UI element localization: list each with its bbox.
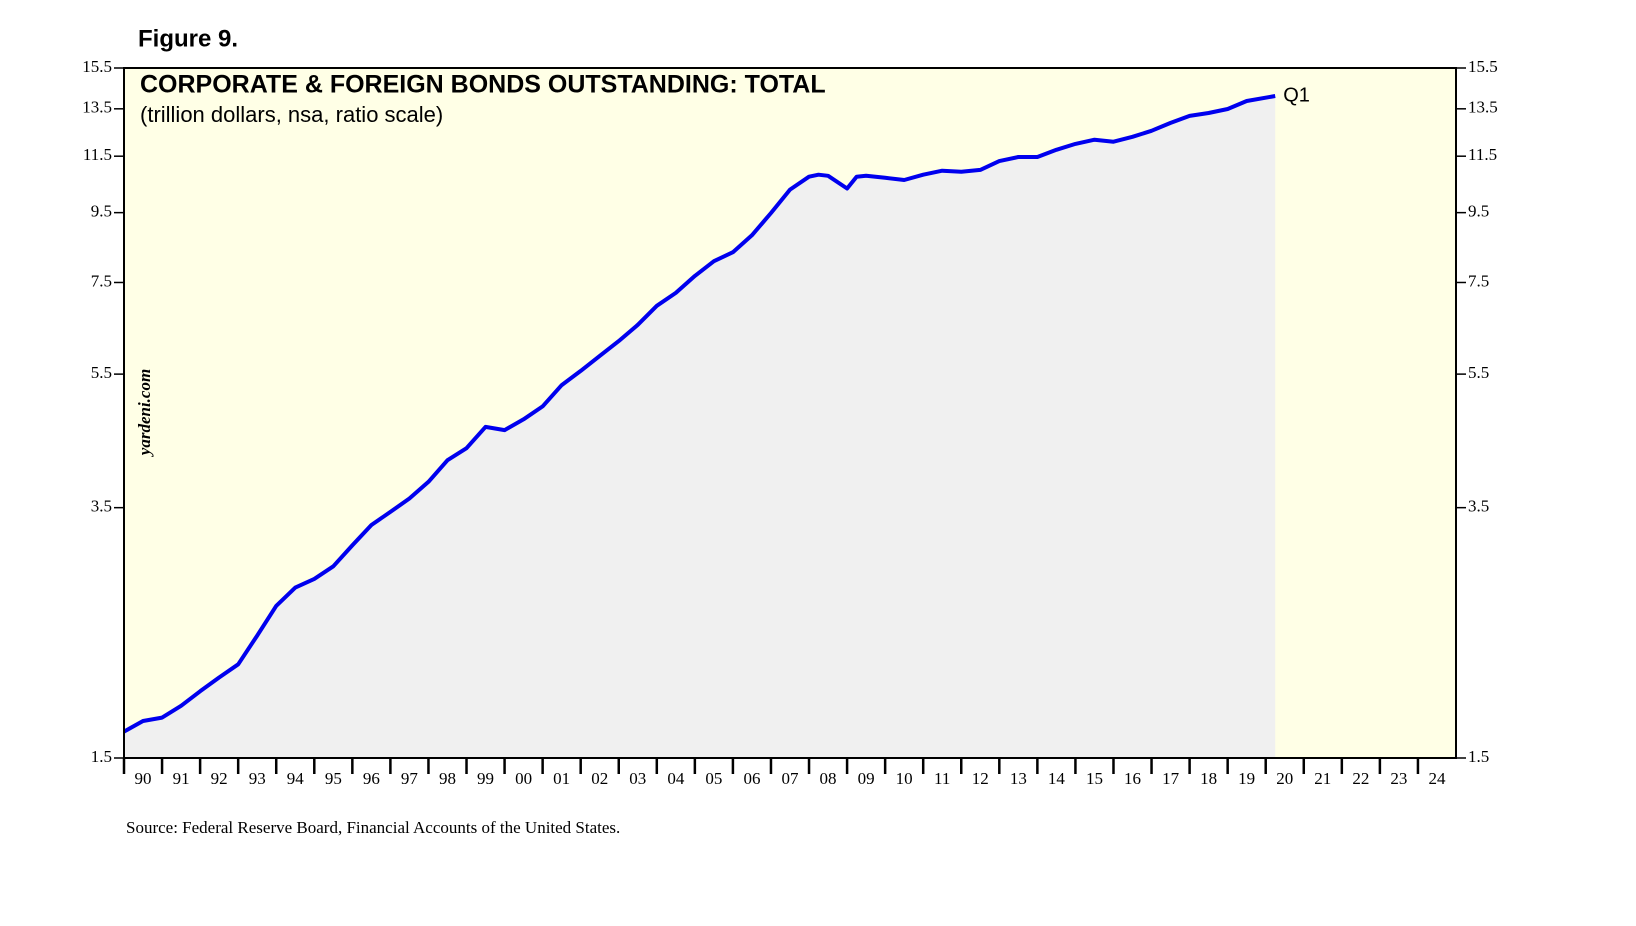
plot-frame <box>123 67 1457 759</box>
y-tick-label: 1.5 <box>91 747 112 766</box>
x-tick-label: 93 <box>249 769 266 788</box>
y2-tick-label: 3.5 <box>1468 497 1489 516</box>
x-tick-label: 22 <box>1352 769 1369 788</box>
x-tick-label: 14 <box>1048 769 1066 788</box>
area-fill <box>124 96 1276 758</box>
x-tick-label: 90 <box>135 769 152 788</box>
y-tick-label: 5.5 <box>91 363 112 382</box>
source-note: Source: Federal Reserve Board, Financial… <box>126 818 620 837</box>
x-tick-label: 10 <box>896 769 913 788</box>
x-tick-label: 19 <box>1238 769 1255 788</box>
x-tick-label: 05 <box>705 769 722 788</box>
x-tick-label: 99 <box>477 769 494 788</box>
y2-tick-label: 11.5 <box>1468 145 1497 164</box>
x-tick-label: 92 <box>211 769 228 788</box>
x-tick-label: 15 <box>1086 769 1103 788</box>
x-tick-label: 94 <box>287 769 305 788</box>
x-tick-label: 21 <box>1314 769 1331 788</box>
y2-tick-label: 13.5 <box>1468 98 1498 117</box>
y2-tick-label: 5.5 <box>1468 363 1489 382</box>
x-tick-label: 02 <box>591 769 608 788</box>
y-tick-label: 9.5 <box>91 202 112 221</box>
x-tick-label: 20 <box>1276 769 1293 788</box>
x-tick-label: 00 <box>515 769 532 788</box>
x-tick-label: 06 <box>743 769 760 788</box>
x-tick-label: 91 <box>173 769 190 788</box>
y2-tick-label: 15.5 <box>1468 57 1498 76</box>
x-tick-label: 09 <box>858 769 875 788</box>
figure-label: Figure 9. <box>138 25 238 52</box>
data-line <box>123 94 1276 734</box>
x-tick-label: 17 <box>1162 769 1180 788</box>
x-tick-label: 18 <box>1200 769 1217 788</box>
chart-title: CORPORATE & FOREIGN BONDS OUTSTANDING: T… <box>140 71 826 99</box>
x-tick-label: 11 <box>934 769 950 788</box>
x-tick-label: 24 <box>1428 769 1446 788</box>
y-tick-label: 3.5 <box>91 497 112 516</box>
y2-tick-label: 1.5 <box>1468 747 1489 766</box>
x-tick-label: 95 <box>325 769 342 788</box>
x-tick-label: 03 <box>629 769 646 788</box>
y-tick-label: 11.5 <box>83 145 112 164</box>
x-tick-label: 12 <box>972 769 989 788</box>
y-tick-label: 13.5 <box>82 98 112 117</box>
end-label: Q1 <box>1283 84 1310 106</box>
x-tick-label: 04 <box>667 769 685 788</box>
x-tick-label: 07 <box>782 769 800 788</box>
chart-subtitle: (trillion dollars, nsa, ratio scale) <box>140 102 443 127</box>
y-tick-label: 15.5 <box>82 57 112 76</box>
y2-tick-label: 9.5 <box>1468 202 1489 221</box>
x-tick-label: 08 <box>820 769 837 788</box>
y-tick-label: 7.5 <box>91 271 112 290</box>
x-tick-label: 96 <box>363 769 380 788</box>
x-tick-label: 16 <box>1124 769 1141 788</box>
watermark: yardeni.com <box>135 369 154 457</box>
y2-tick-label: 7.5 <box>1468 271 1489 290</box>
x-tick-label: 23 <box>1390 769 1407 788</box>
x-tick-label: 97 <box>401 769 419 788</box>
x-tick-label: 01 <box>553 769 570 788</box>
x-tick-label: 13 <box>1010 769 1027 788</box>
x-tick-label: 98 <box>439 769 456 788</box>
